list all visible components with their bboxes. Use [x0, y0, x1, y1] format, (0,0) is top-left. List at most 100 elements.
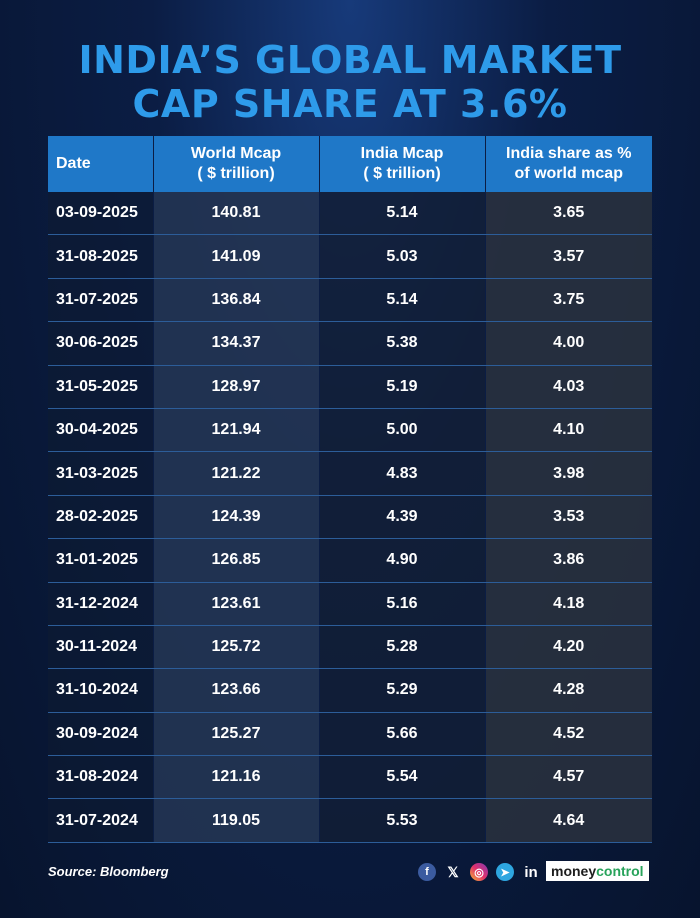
social-icons: f 𝕏 ◎ ➤ in — [418, 862, 548, 882]
cell-world-mcap: 123.61 — [153, 582, 320, 626]
logo-part-control: control — [596, 863, 644, 879]
x-icon[interactable]: 𝕏 — [447, 863, 459, 880]
linkedin-icon[interactable]: in — [524, 863, 538, 881]
title-line-2: CAP SHARE AT 3.6% — [132, 82, 568, 126]
header-date: Date — [48, 136, 154, 192]
table-header-row: Date World Mcap ( $ trillion) India Mcap… — [48, 136, 652, 192]
moneycontrol-logo: moneycontrol — [546, 861, 649, 881]
cell-date: 31-12-2024 — [48, 582, 154, 626]
cell-date: 31-08-2024 — [48, 755, 154, 800]
table-row: 30-06-2025 134.37 5.38 4.00 — [48, 321, 652, 366]
header-india-mcap-label: India Mcap — [360, 145, 444, 162]
table-row: 03-09-2025 140.81 5.14 3.65 — [48, 192, 652, 236]
cell-india-share: 4.64 — [485, 798, 652, 843]
facebook-icon[interactable]: f — [418, 863, 436, 881]
table-row: 31-05-2025 128.97 5.19 4.03 — [48, 365, 652, 409]
cell-world-mcap: 136.84 — [153, 278, 320, 323]
cell-india-share: 3.98 — [485, 451, 652, 496]
cell-world-mcap: 123.66 — [153, 668, 320, 713]
table-row: 30-04-2025 121.94 5.00 4.10 — [48, 408, 652, 453]
cell-india-share: 3.53 — [485, 495, 652, 540]
table-row: 31-01-2025 126.85 4.90 3.86 — [48, 538, 652, 583]
cell-india-mcap: 5.29 — [319, 668, 486, 713]
source-note: Source: Bloomberg — [48, 864, 169, 879]
cell-date: 31-10-2024 — [48, 668, 154, 713]
table-row: 31-12-2024 123.61 5.16 4.18 — [48, 582, 652, 626]
cell-india-mcap: 5.53 — [319, 798, 486, 843]
cell-date: 31-01-2025 — [48, 538, 154, 583]
cell-world-mcap: 124.39 — [153, 495, 320, 540]
cell-date: 03-09-2025 — [48, 192, 154, 236]
cell-world-mcap: 125.27 — [153, 712, 320, 757]
cell-date: 31-08-2025 — [48, 234, 154, 279]
cell-date: 30-06-2025 — [48, 321, 154, 366]
cell-india-mcap: 4.39 — [319, 495, 486, 540]
cell-world-mcap: 125.72 — [153, 625, 320, 670]
title-line-1: INDIA’S GLOBAL MARKET — [78, 38, 622, 82]
table-row: 30-11-2024 125.72 5.28 4.20 — [48, 625, 652, 670]
table-row: 30-09-2024 125.27 5.66 4.52 — [48, 712, 652, 757]
cell-india-mcap: 4.90 — [319, 538, 486, 583]
logo-part-money: money — [551, 863, 597, 879]
header-world-mcap-unit: ( $ trillion) — [197, 165, 275, 182]
cell-world-mcap: 128.97 — [153, 365, 320, 409]
table-row: 31-10-2024 123.66 5.29 4.28 — [48, 668, 652, 713]
cell-india-share: 3.65 — [485, 192, 652, 236]
table-row: 31-08-2024 121.16 5.54 4.57 — [48, 755, 652, 800]
table-row: 31-08-2025 141.09 5.03 3.57 — [48, 234, 652, 279]
cell-india-mcap: 5.14 — [319, 192, 486, 236]
cell-india-mcap: 5.14 — [319, 278, 486, 323]
cell-date: 31-07-2025 — [48, 278, 154, 323]
cell-date: 28-02-2025 — [48, 495, 154, 540]
cell-world-mcap: 141.09 — [153, 234, 320, 279]
cell-india-share: 4.10 — [485, 408, 652, 453]
table-row: 31-03-2025 121.22 4.83 3.98 — [48, 451, 652, 496]
table-row: 31-07-2024 119.05 5.53 4.64 — [48, 798, 652, 843]
table-row: 28-02-2025 124.39 4.39 3.53 — [48, 495, 652, 540]
cell-world-mcap: 121.22 — [153, 451, 320, 496]
market-cap-table: Date World Mcap ( $ trillion) India Mcap… — [48, 136, 652, 843]
cell-india-share: 4.00 — [485, 321, 652, 366]
cell-india-share: 4.28 — [485, 668, 652, 713]
header-india-mcap-unit: ( $ trillion) — [363, 165, 441, 182]
cell-india-share: 4.20 — [485, 625, 652, 670]
cell-date: 31-07-2024 — [48, 798, 154, 843]
cell-date: 30-09-2024 — [48, 712, 154, 757]
cell-india-share: 3.75 — [485, 278, 652, 323]
cell-india-mcap: 5.28 — [319, 625, 486, 670]
cell-world-mcap: 134.37 — [153, 321, 320, 366]
cell-india-mcap: 5.19 — [319, 365, 486, 409]
cell-world-mcap: 121.94 — [153, 408, 320, 453]
cell-india-mcap: 5.16 — [319, 582, 486, 626]
cell-india-mcap: 5.00 — [319, 408, 486, 453]
instagram-icon[interactable]: ◎ — [470, 863, 488, 881]
cell-india-mcap: 5.54 — [319, 755, 486, 800]
chart-title: INDIA’S GLOBAL MARKET CAP SHARE AT 3.6% — [0, 38, 700, 126]
header-india-share-unit: of world mcap — [514, 165, 623, 182]
table-body: 03-09-2025 140.81 5.14 3.65 31-08-2025 141.09… — [48, 192, 652, 843]
cell-date: 31-03-2025 — [48, 451, 154, 496]
cell-india-share: 3.57 — [485, 234, 652, 279]
cell-india-mcap: 5.66 — [319, 712, 486, 757]
cell-date: 30-11-2024 — [48, 625, 154, 670]
cell-india-share: 3.86 — [485, 538, 652, 583]
cell-india-mcap: 5.38 — [319, 321, 486, 366]
cell-date: 31-05-2025 — [48, 365, 154, 409]
cell-world-mcap: 121.16 — [153, 755, 320, 800]
cell-india-share: 4.18 — [485, 582, 652, 626]
header-india-mcap: India Mcap ( $ trillion) — [319, 136, 486, 192]
cell-world-mcap: 126.85 — [153, 538, 320, 583]
header-india-share-label: India share as % — [506, 145, 632, 162]
cell-world-mcap: 119.05 — [153, 798, 320, 843]
header-world-mcap: World Mcap ( $ trillion) — [153, 136, 320, 192]
cell-india-mcap: 4.83 — [319, 451, 486, 496]
cell-india-mcap: 5.03 — [319, 234, 486, 279]
header-india-share: India share as % of world mcap — [485, 136, 652, 192]
cell-india-share: 4.52 — [485, 712, 652, 757]
cell-india-share: 4.57 — [485, 755, 652, 800]
cell-date: 30-04-2025 — [48, 408, 154, 453]
telegram-icon[interactable]: ➤ — [496, 863, 514, 881]
header-world-mcap-label: World Mcap — [190, 145, 282, 162]
table-row: 31-07-2025 136.84 5.14 3.75 — [48, 278, 652, 323]
cell-world-mcap: 140.81 — [153, 192, 320, 236]
